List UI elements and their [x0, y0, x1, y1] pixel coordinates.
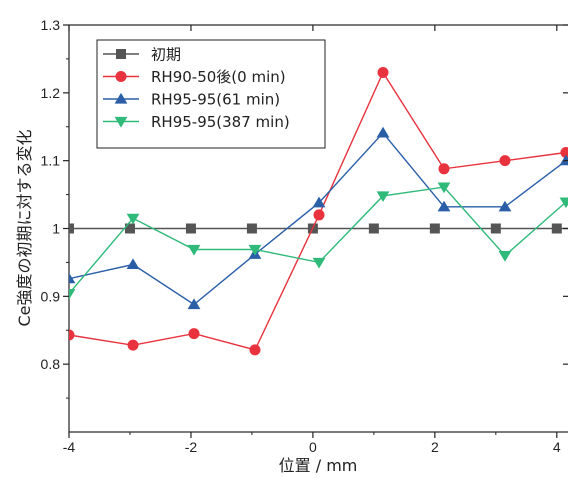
- legend-label: RH95-95(387 min): [151, 113, 290, 131]
- data-point: [126, 213, 140, 225]
- data-point: [437, 200, 451, 212]
- x-tick-label: -4: [63, 439, 76, 455]
- data-point: [249, 344, 261, 356]
- data-point: [490, 223, 501, 234]
- data-point: [187, 298, 201, 310]
- legend-label: RH95-95(61 min): [151, 91, 280, 109]
- y-tick-label: 1.1: [41, 153, 61, 169]
- y-tick-label: 0.9: [41, 288, 61, 304]
- data-point: [312, 257, 326, 269]
- data-point: [69, 272, 76, 284]
- legend-label: RH90-50後(0 min): [151, 68, 286, 86]
- data-point: [126, 258, 140, 270]
- data-point: [313, 209, 325, 221]
- data-point: [187, 244, 201, 256]
- data-point: [69, 289, 76, 300]
- data-point: [246, 223, 257, 234]
- legend-entry: RH95-95(387 min): [103, 113, 290, 131]
- y-axis-title: Ce強度の初期に対する変化: [15, 129, 34, 326]
- data-point: [438, 163, 450, 175]
- data-point: [498, 200, 512, 212]
- data-point: [376, 126, 390, 138]
- data-point: [124, 223, 135, 234]
- legend-entry: RH90-50後(0 min): [103, 68, 286, 86]
- legend-marker: [115, 71, 127, 82]
- x-tick-label: 2: [431, 439, 439, 455]
- data-point: [188, 328, 200, 340]
- data-point: [551, 223, 562, 234]
- data-point: [437, 182, 451, 194]
- data-point: [559, 154, 568, 166]
- legend-marker: [114, 116, 128, 128]
- data-point: [248, 244, 262, 256]
- legend-label: 初期: [151, 46, 181, 64]
- y-tick-label: 0.8: [41, 356, 61, 372]
- x-axis-title: 位置 / mm: [279, 456, 358, 475]
- series-0: [69, 223, 568, 234]
- data-point: [69, 223, 74, 234]
- data-point: [498, 251, 512, 262]
- legend-entry: 初期: [103, 46, 181, 64]
- y-tick-label: 1: [52, 221, 60, 237]
- data-point: [69, 329, 75, 341]
- legend-marker: [114, 92, 128, 104]
- legend-entry: RH95-95(61 min): [103, 91, 280, 109]
- x-tick-label: -2: [185, 439, 198, 455]
- data-point: [559, 197, 568, 209]
- data-point: [127, 339, 139, 351]
- legend-marker: [116, 49, 126, 59]
- data-point: [429, 223, 440, 234]
- data-point: [312, 196, 326, 208]
- series-3: [69, 182, 568, 300]
- data-point: [368, 223, 379, 234]
- series-1: [69, 66, 568, 356]
- data-point: [499, 155, 511, 167]
- y-tick-label: 1.2: [41, 85, 61, 101]
- x-tick-label: 4: [553, 439, 561, 455]
- x-tick-label: 0: [309, 439, 317, 455]
- legend-box: [96, 39, 326, 149]
- data-point: [376, 191, 390, 203]
- data-point: [377, 66, 389, 78]
- y-tick-label: 1.3: [41, 17, 61, 33]
- data-point: [185, 223, 196, 234]
